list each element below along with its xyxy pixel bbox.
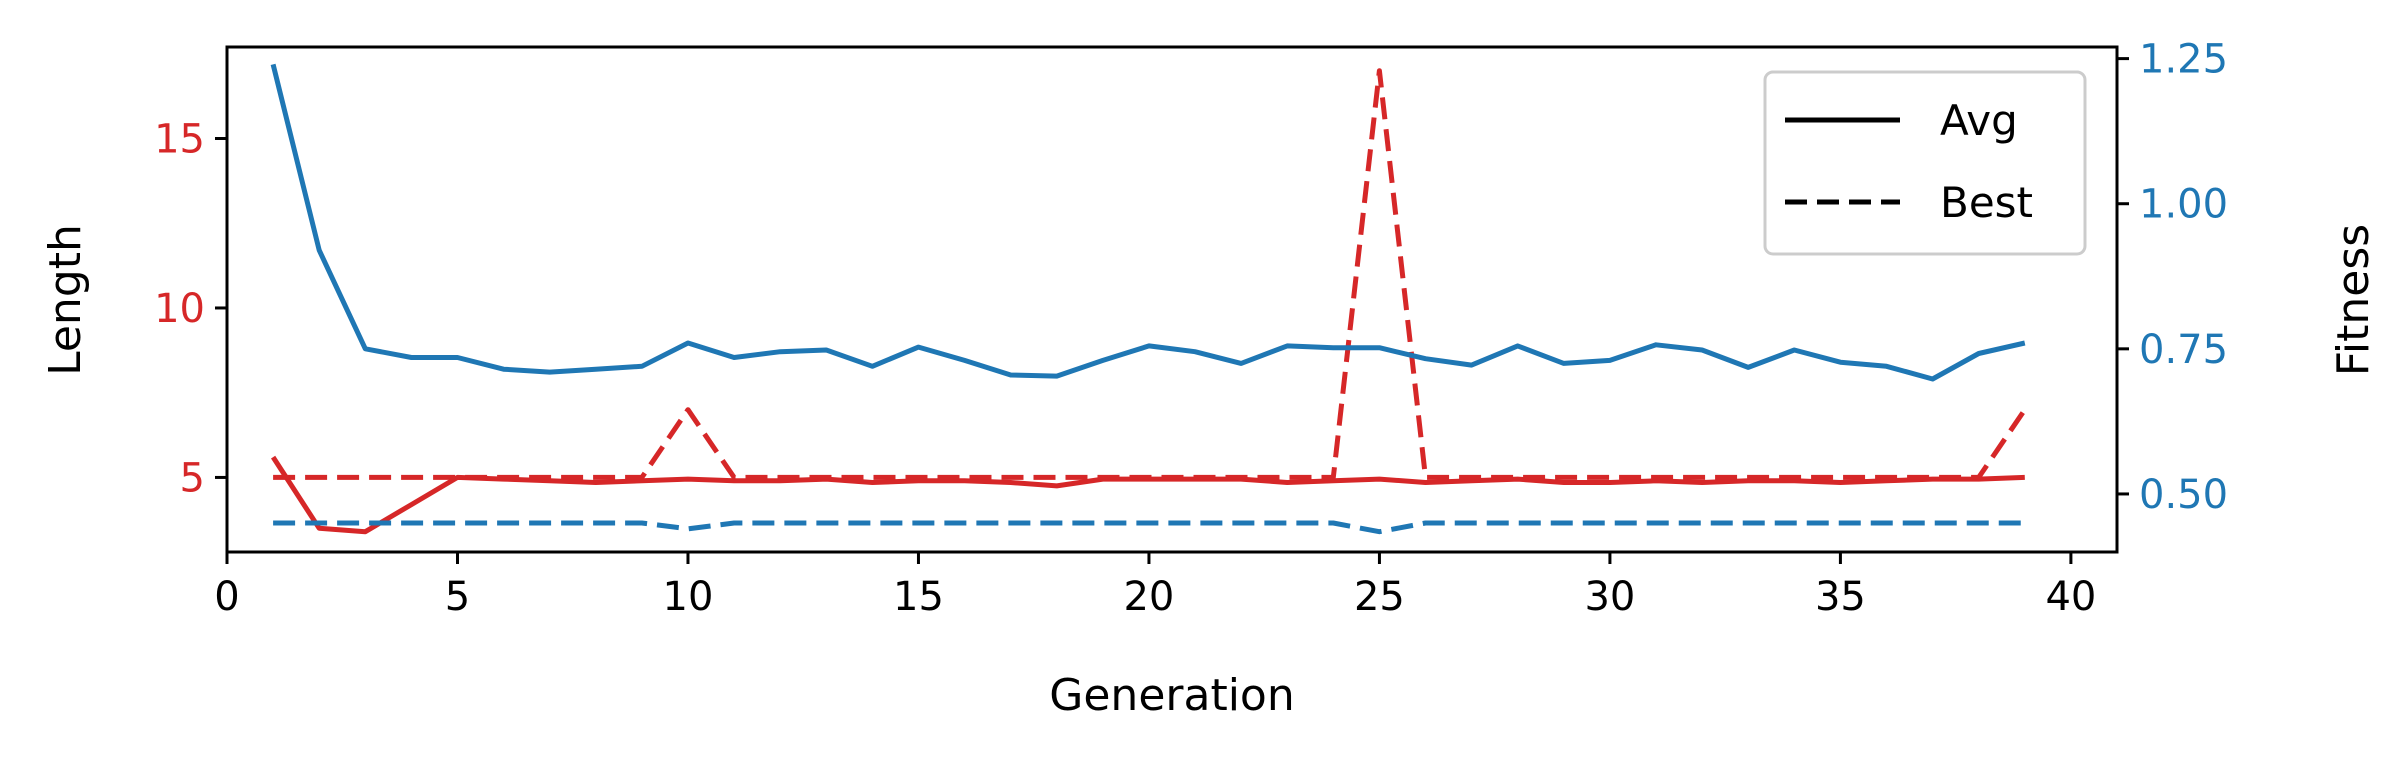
y-left-axis-label: Length — [40, 224, 91, 376]
y-right-axis-ticks: 0.50 0.75 1.00 1.25 — [2117, 37, 2228, 518]
legend-label-avg: Avg — [1940, 96, 2018, 145]
x-tick-label: 25 — [1354, 574, 1405, 620]
plot-frame — [225, 45, 2119, 554]
y-left-tick-label: 15 — [154, 117, 205, 163]
y-left-tick-label: 10 — [154, 286, 205, 332]
x-tick-label: 30 — [1584, 574, 1635, 620]
x-tick-label: 5 — [445, 574, 470, 620]
x-tick-label: 40 — [2045, 574, 2096, 620]
x-tick-label: 0 — [214, 574, 239, 620]
y-right-tick-label: 1.25 — [2139, 37, 2228, 83]
series-line-left-dashed — [273, 68, 2027, 480]
x-tick-label: 10 — [663, 574, 714, 620]
y-right-tick-label: 1.00 — [2139, 182, 2228, 228]
series-line-right-dashed — [273, 520, 2025, 535]
series-line-right-solid — [270, 63, 2026, 382]
legend-box — [1763, 70, 2087, 256]
x-tick-label: 20 — [1123, 574, 1174, 620]
y-right-tick-label: 0.75 — [2139, 327, 2228, 373]
y-right-axis-label: Fitness — [2328, 224, 2379, 376]
y-right-tick-label: 0.50 — [2139, 472, 2228, 518]
plot-lines — [270, 63, 2027, 535]
x-axis-label: Generation — [1049, 670, 1294, 721]
x-tick-label: 15 — [893, 574, 944, 620]
legend-label-best: Best — [1940, 178, 2033, 227]
x-axis-ticks: 0 5 10 15 20 25 30 35 40 — [214, 552, 2096, 620]
x-tick-label: 35 — [1815, 574, 1866, 620]
y-left-tick-label: 5 — [180, 455, 205, 501]
legend: Avg Best — [1763, 70, 2087, 256]
y-left-axis-ticks: 5 10 15 — [154, 117, 227, 501]
